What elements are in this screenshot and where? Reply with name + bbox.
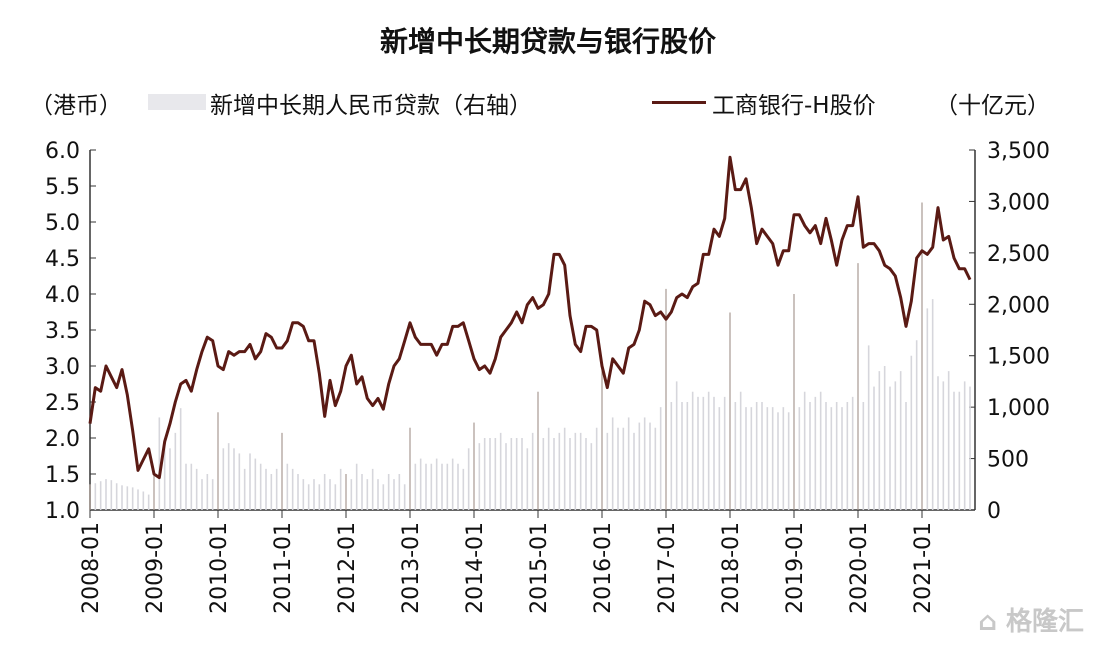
left-tick-label: 5.0 bbox=[45, 211, 80, 236]
x-tick-label: 2019-01 bbox=[783, 522, 808, 614]
left-tick-label: 6.0 bbox=[45, 139, 80, 164]
x-tick-label: 2012-01 bbox=[335, 522, 360, 614]
legend-label-loans: 新增中长期人民币贷款（右轴） bbox=[210, 93, 532, 119]
right-tick-label: 3,000 bbox=[987, 190, 1050, 215]
left-tick-label: 2.5 bbox=[45, 391, 80, 416]
left-axis-unit: （港币） bbox=[30, 93, 122, 119]
chart-title: 新增中长期贷款与银行股价 bbox=[379, 25, 716, 58]
left-tick-label: 3.5 bbox=[45, 319, 80, 344]
right-tick-label: 0 bbox=[987, 499, 1001, 524]
x-tick-label: 2016-01 bbox=[591, 522, 616, 614]
x-tick-label: 2009-01 bbox=[143, 522, 168, 614]
x-tick-label: 2013-01 bbox=[399, 522, 424, 614]
right-tick-label: 2,500 bbox=[987, 242, 1050, 267]
legend-swatch-loans bbox=[148, 94, 206, 110]
x-tick-label: 2021-01 bbox=[911, 522, 936, 614]
x-tick-label: 2015-01 bbox=[527, 522, 552, 614]
legend-label-price: 工商银行-H股价 bbox=[712, 93, 876, 119]
x-tick-label: 2017-01 bbox=[655, 522, 680, 614]
watermark-logo: ⌂ 格隆汇 bbox=[978, 607, 1084, 637]
left-tick-label: 4.5 bbox=[45, 247, 80, 272]
left-tick-label: 2.0 bbox=[45, 427, 80, 452]
legend-swatch-price bbox=[652, 101, 706, 104]
right-tick-label: 3,500 bbox=[987, 139, 1050, 164]
right-axis-unit: （十亿元） bbox=[935, 93, 1050, 119]
x-tick-label: 2008-01 bbox=[79, 522, 104, 614]
x-tick-label: 2020-01 bbox=[847, 522, 872, 614]
left-tick-label: 3.0 bbox=[45, 355, 80, 380]
right-tick-label: 1,500 bbox=[987, 345, 1050, 370]
right-tick-label: 1,000 bbox=[987, 396, 1050, 421]
left-tick-label: 1.0 bbox=[45, 499, 80, 524]
left-tick-label: 1.5 bbox=[45, 463, 80, 488]
x-tick-label: 2010-01 bbox=[207, 522, 232, 614]
price-line bbox=[88, 155, 972, 480]
x-tick-label: 2011-01 bbox=[271, 522, 296, 614]
x-tick-label: 2014-01 bbox=[463, 522, 488, 614]
left-tick-label: 5.5 bbox=[45, 175, 80, 200]
x-tick-label: 2018-01 bbox=[719, 522, 744, 614]
right-tick-label: 2,000 bbox=[987, 293, 1050, 318]
right-tick-label: 500 bbox=[987, 448, 1029, 473]
left-tick-label: 4.0 bbox=[45, 283, 80, 308]
